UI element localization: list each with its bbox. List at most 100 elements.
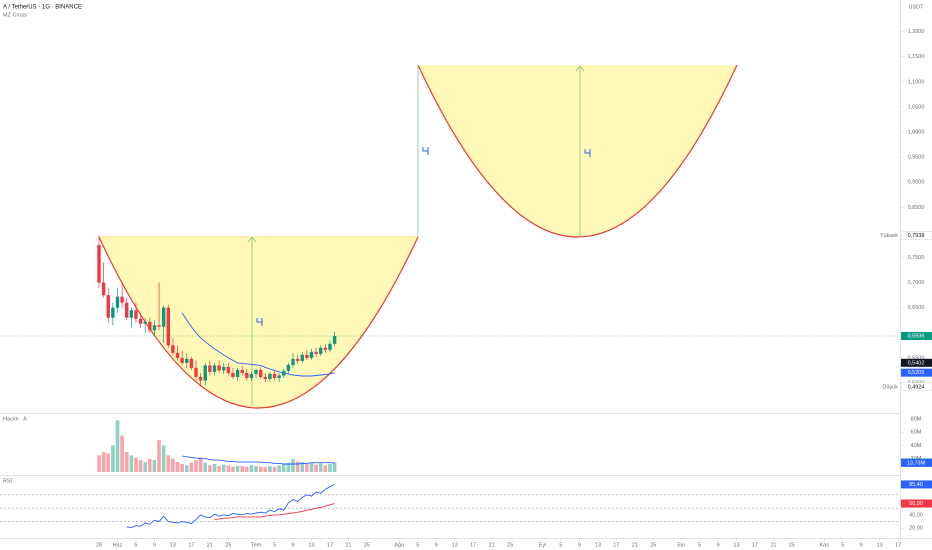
candle-body bbox=[106, 295, 110, 318]
candle-body bbox=[323, 347, 328, 350]
candle-body bbox=[166, 307, 170, 346]
volume-bar bbox=[295, 461, 300, 472]
candle-body bbox=[161, 307, 166, 327]
volume-title: Hacim · A bbox=[3, 416, 27, 422]
x-tick-label: 17 bbox=[188, 542, 194, 548]
price-label-box bbox=[901, 458, 932, 467]
x-tick-label: Kas bbox=[820, 542, 830, 548]
price-label: 0,5402 bbox=[908, 360, 925, 366]
volume-bar bbox=[272, 466, 277, 472]
x-tick-label: 13 bbox=[308, 542, 314, 548]
currency: USDT bbox=[909, 4, 925, 10]
volume-bar bbox=[240, 466, 245, 472]
volume-bar bbox=[111, 445, 115, 472]
volume-bar bbox=[332, 462, 337, 472]
price-label: 13,73M bbox=[907, 460, 926, 466]
volume-bar bbox=[305, 464, 309, 472]
candle-body bbox=[125, 302, 129, 318]
candle-body bbox=[300, 354, 304, 361]
x-tick-label: 28 bbox=[96, 542, 102, 548]
moving-average bbox=[181, 312, 335, 377]
price-label: 0,5205 bbox=[908, 370, 925, 376]
y-tick-label: 80M bbox=[911, 416, 922, 422]
volume-bar bbox=[138, 460, 143, 472]
x-tick-label: 5 bbox=[841, 542, 844, 548]
candle-body bbox=[277, 375, 281, 378]
x-tick-label: Eyl bbox=[539, 542, 547, 548]
candle-body bbox=[157, 325, 161, 327]
arrow-head bbox=[247, 236, 257, 243]
volume-bar bbox=[101, 452, 106, 472]
volume-bar bbox=[268, 466, 272, 472]
volume-bar bbox=[203, 462, 208, 472]
arrow-head bbox=[575, 65, 585, 72]
y-tick-label: 0,7000 bbox=[908, 280, 925, 286]
x-tick-label: 17 bbox=[895, 542, 901, 548]
candle-body bbox=[208, 365, 212, 372]
candle-body bbox=[189, 358, 194, 368]
volume-bar bbox=[120, 435, 124, 472]
x-tick-label: 13 bbox=[452, 542, 458, 548]
volume-bar bbox=[281, 464, 286, 472]
price-label-box bbox=[901, 368, 932, 377]
candle-body bbox=[258, 369, 263, 377]
x-tick-label: 13 bbox=[733, 542, 739, 548]
volume-bar bbox=[309, 462, 314, 472]
candle-body bbox=[305, 354, 309, 358]
x-tick-label: 25 bbox=[789, 542, 795, 548]
volume-bar bbox=[300, 462, 305, 472]
volume-bar bbox=[249, 465, 254, 472]
candle-body bbox=[286, 364, 291, 371]
candle-body bbox=[194, 367, 198, 377]
x-tick-label: Tem bbox=[251, 542, 262, 548]
candle-body bbox=[203, 365, 207, 381]
volume-bar bbox=[129, 455, 134, 472]
x-tick-label: 13 bbox=[877, 542, 883, 548]
volume-bar bbox=[198, 457, 203, 472]
candle-body bbox=[152, 325, 157, 331]
volume-bar bbox=[258, 466, 263, 472]
x-tick-label: 21 bbox=[489, 542, 495, 548]
x-tick-label: 9 bbox=[291, 542, 294, 548]
candle-body bbox=[111, 307, 115, 318]
x-tick-label: 25 bbox=[650, 542, 656, 548]
marker-icon bbox=[422, 147, 429, 155]
candle-body bbox=[175, 352, 180, 358]
candle-body bbox=[272, 373, 277, 378]
y-tick-label: 20,00 bbox=[909, 526, 923, 532]
price-label-box bbox=[901, 332, 932, 341]
candle-body bbox=[226, 366, 231, 373]
x-tick-label: 13 bbox=[595, 542, 601, 548]
volume-bar bbox=[226, 465, 231, 472]
candle-body bbox=[240, 369, 244, 373]
volume-bar bbox=[161, 445, 166, 472]
candle-body bbox=[143, 321, 147, 324]
y-tick-label: 40,00 bbox=[909, 512, 923, 518]
rsi-average bbox=[214, 503, 335, 521]
volume-bar bbox=[314, 464, 318, 472]
volume-bar bbox=[180, 464, 184, 472]
x-tick-label: 5 bbox=[416, 542, 419, 548]
x-tick-label: 25 bbox=[225, 542, 231, 548]
volume-bar bbox=[217, 466, 221, 472]
x-tick-label: 13 bbox=[170, 542, 176, 548]
x-tick-label: 9 bbox=[153, 542, 156, 548]
volume-bar bbox=[184, 465, 189, 472]
x-tick-label: 5 bbox=[559, 542, 562, 548]
volume-bar bbox=[323, 465, 328, 472]
x-tick-label: 5 bbox=[273, 542, 276, 548]
rsi-line bbox=[126, 483, 335, 529]
candle-body bbox=[97, 244, 101, 283]
volume-bar bbox=[318, 463, 323, 472]
volume-bar bbox=[148, 458, 152, 472]
x-tick-label: 5 bbox=[134, 542, 137, 548]
volume-bar bbox=[254, 466, 258, 472]
y-tick-label: 40M bbox=[911, 443, 922, 449]
volume-bar bbox=[231, 466, 235, 472]
candle-body bbox=[134, 310, 138, 319]
candle-body bbox=[295, 358, 300, 361]
candle-body bbox=[268, 373, 272, 379]
x-tick-label: 17 bbox=[470, 542, 476, 548]
volume-bar bbox=[194, 460, 198, 472]
